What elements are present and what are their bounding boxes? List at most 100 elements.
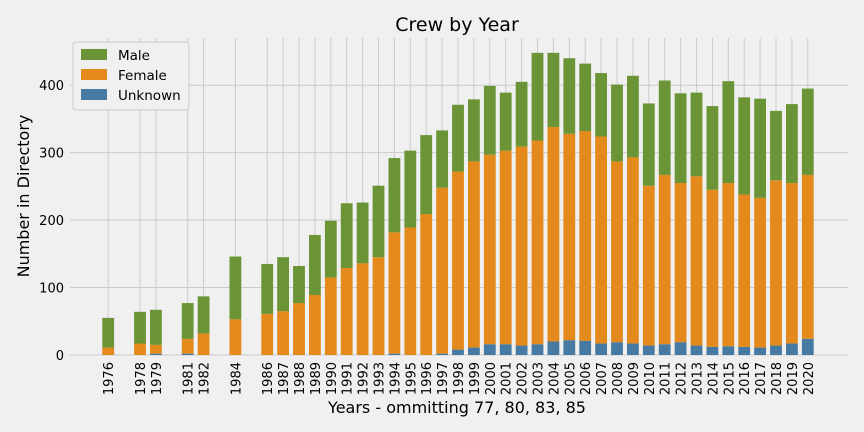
bar-unknown-2004: [547, 341, 560, 355]
bar-unknown-2019: [786, 343, 798, 355]
bar-female-1981: [181, 338, 194, 354]
x-tick-label: 1979: [150, 362, 165, 395]
bar-male-2020: [801, 88, 814, 175]
bar-male-2000: [483, 85, 496, 155]
y-axis-label: Number in Directory: [14, 115, 33, 278]
bar-female-1978: [134, 343, 146, 355]
bar-male-1984: [229, 256, 242, 320]
bar-female-1986: [261, 313, 274, 355]
x-tick-label: 1987: [277, 362, 292, 395]
bar-male-1997: [436, 130, 448, 188]
bar-unknown-2007: [595, 343, 607, 355]
bar-male-1987: [277, 257, 289, 312]
x-tick-label: 2017: [754, 362, 769, 395]
bar-female-1993: [372, 257, 385, 355]
bar-female-1999: [468, 161, 480, 348]
bar-unknown-2017: [754, 347, 766, 355]
bar-female-1989: [309, 294, 321, 355]
bar-male-1998: [452, 104, 464, 172]
x-tick-label: 2010: [643, 362, 658, 395]
bar-male-1988: [293, 265, 305, 304]
x-tick-label: 2000: [484, 362, 499, 395]
bar-unknown-2016: [738, 346, 751, 355]
bar-female-1979: [150, 344, 162, 354]
x-tick-label: 2006: [579, 362, 594, 395]
x-tick-label: 2007: [595, 362, 610, 395]
bar-unknown-2000: [483, 344, 496, 355]
bar-unknown-2012: [674, 342, 687, 355]
bar-male-2007: [595, 73, 607, 137]
bar-male-2019: [786, 104, 798, 184]
bar-male-2005: [563, 58, 576, 134]
bar-unknown-2020: [801, 338, 814, 355]
bar-female-1976: [102, 347, 115, 355]
bar-male-2008: [611, 84, 623, 162]
bar-female-1984: [229, 319, 242, 355]
x-tick-label: 2001: [500, 362, 515, 395]
x-tick-label: 2015: [722, 362, 737, 395]
bar-female-2015: [722, 183, 735, 347]
bar-unknown-2008: [611, 342, 623, 355]
bar-female-2014: [706, 189, 719, 347]
x-tick-label: 2014: [706, 362, 721, 395]
x-tick-label: 1991: [341, 362, 356, 395]
bar-female-2000: [483, 154, 496, 345]
bar-male-2006: [579, 63, 592, 132]
bar-male-1981: [181, 303, 194, 339]
y-tick-labels: 0 100 200 300 400: [39, 79, 64, 364]
bar-male-1992: [356, 202, 369, 264]
x-tick-label: 1994: [388, 362, 403, 395]
chart-title: Crew by Year: [395, 14, 519, 36]
bar-unknown-2003: [531, 344, 544, 355]
bar-male-2003: [531, 52, 544, 141]
x-tick-label: 2003: [532, 362, 547, 395]
bar-male-2010: [642, 103, 655, 186]
bar-female-1997: [436, 187, 448, 354]
legend-swatch-female: [81, 69, 107, 80]
x-tick-label: 1993: [373, 362, 388, 395]
y-tick-label: 0: [56, 349, 64, 364]
bar-female-1982: [197, 333, 210, 355]
bar-female-1990: [324, 277, 337, 355]
bar-male-1976: [102, 317, 115, 348]
bar-male-1990: [324, 220, 337, 278]
bar-female-2002: [515, 146, 528, 346]
bar-male-2009: [627, 75, 639, 158]
bar-male-1978: [134, 311, 146, 344]
x-tick-label: 1989: [309, 362, 324, 395]
bar-female-2007: [595, 136, 607, 344]
bar-unknown-1999: [468, 347, 480, 355]
bar-female-2009: [627, 157, 639, 344]
bar-female-2012: [674, 183, 687, 343]
x-tick-label: 2004: [547, 362, 562, 395]
bar-unknown-2010: [642, 345, 655, 355]
bar-unknown-2006: [579, 340, 592, 355]
bar-male-2012: [674, 93, 687, 184]
bar-male-1993: [372, 185, 385, 258]
x-tick-label: 2005: [563, 362, 578, 395]
bar-male-2016: [738, 97, 751, 195]
bar-male-1999: [468, 99, 480, 162]
x-tick-label: 2013: [691, 362, 706, 395]
bar-unknown-2002: [515, 345, 528, 355]
x-tick-label: 2016: [738, 362, 753, 395]
bar-male-2018: [770, 110, 782, 181]
bar-male-2017: [754, 98, 766, 198]
bar-female-2001: [499, 150, 512, 345]
bar-female-2011: [658, 174, 671, 345]
bar-unknown-2011: [658, 344, 671, 355]
bar-male-1991: [340, 203, 353, 268]
bar-male-2015: [722, 81, 735, 184]
bar-female-2016: [738, 194, 751, 347]
bar-female-2008: [611, 161, 623, 343]
bar-female-2017: [754, 197, 766, 348]
bar-unknown-2001: [499, 344, 512, 355]
bar-male-2004: [547, 52, 560, 128]
bar-unknown-1998: [452, 349, 464, 355]
x-tick-label: 1999: [468, 362, 483, 395]
bar-male-2002: [515, 81, 528, 147]
x-tick-label: 2009: [627, 362, 642, 395]
bar-female-2020: [801, 174, 814, 339]
bar-female-1987: [277, 311, 289, 355]
x-tick-label: 1998: [452, 362, 467, 395]
